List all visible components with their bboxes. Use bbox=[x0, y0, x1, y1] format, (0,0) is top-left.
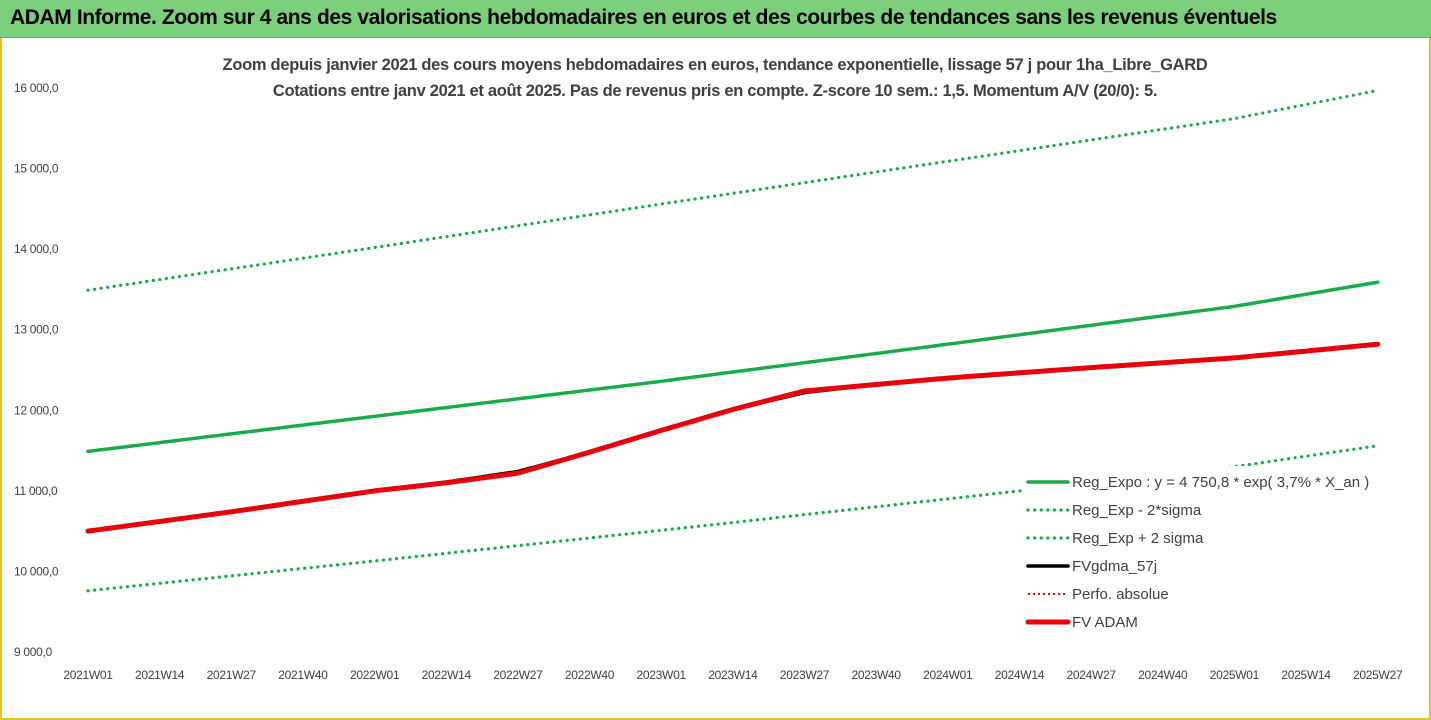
report-title: ADAM Informe. Zoom sur 4 ans des valoris… bbox=[10, 6, 1277, 29]
legend-label: FVgdma_57j bbox=[1072, 558, 1157, 575]
x-tick-label: 2025W01 bbox=[1210, 668, 1260, 682]
x-tick-label: 2021W01 bbox=[63, 668, 113, 682]
x-tick-label: 2021W40 bbox=[278, 668, 328, 682]
legend-label: Reg_Exp - 2*sigma bbox=[1072, 502, 1202, 519]
legend-label: FV ADAM bbox=[1072, 614, 1138, 631]
y-tick-label: 12 000,0 bbox=[14, 403, 59, 417]
legend-label: Perfo. absolue bbox=[1072, 586, 1169, 603]
x-tick-label: 2023W01 bbox=[637, 668, 687, 682]
y-tick-label: 10 000,0 bbox=[14, 564, 59, 578]
x-tick-label: 2022W01 bbox=[350, 668, 400, 682]
series-line-reg-exp-2-sigma bbox=[86, 88, 1380, 292]
y-tick-label: 14 000,0 bbox=[14, 242, 59, 256]
x-tick-label: 2021W14 bbox=[135, 668, 185, 682]
x-tick-label: 2022W27 bbox=[493, 668, 543, 682]
chart-title-line2: Cotations entre janv 2021 et août 2025. … bbox=[272, 82, 1158, 100]
x-tick-label: 2024W27 bbox=[1066, 668, 1116, 682]
chart-title-line1: Zoom depuis janvier 2021 des cours moyen… bbox=[222, 56, 1208, 74]
x-tick-label: 2023W40 bbox=[852, 668, 902, 682]
y-tick-label: 15 000,0 bbox=[14, 162, 59, 176]
legend: Reg_Expo : y = 4 750,8 * exp( 3,7% * X_a… bbox=[1024, 466, 1404, 638]
y-tick-label: 9 000,0 bbox=[14, 645, 53, 659]
legend-label: Reg_Expo : y = 4 750,8 * exp( 3,7% * X_a… bbox=[1072, 474, 1369, 491]
x-tick-label: 2021W27 bbox=[207, 668, 257, 682]
legend-background bbox=[1024, 466, 1404, 638]
x-tick-label: 2025W27 bbox=[1353, 668, 1403, 682]
x-tick-label: 2023W27 bbox=[780, 668, 830, 682]
x-tick-label: 2023W14 bbox=[708, 668, 758, 682]
x-tick-label: 2024W01 bbox=[923, 668, 973, 682]
series-line-reg-expo-y-4-750-8-exp-3-7-x-an bbox=[86, 280, 1380, 454]
chart-title: Zoom depuis janvier 2021 des cours moyen… bbox=[215, 52, 1215, 104]
y-axis: 9 000,0 10 000,0 11 000,0 12 000,0 13 000,0 1… bbox=[14, 81, 59, 659]
x-tick-label: 2022W14 bbox=[422, 668, 472, 682]
x-tick-label: 2024W40 bbox=[1138, 668, 1188, 682]
x-tick-label: 2025W14 bbox=[1281, 668, 1331, 682]
series-line-fv-adam bbox=[85, 341, 1381, 534]
y-tick-label: 16 000,0 bbox=[14, 81, 59, 95]
x-tick-label: 2022W40 bbox=[565, 668, 615, 682]
legend-label: Reg_Exp + 2 sigma bbox=[1072, 530, 1204, 547]
x-tick-label: 2024W14 bbox=[995, 668, 1045, 682]
report-banner: ADAM Informe. Zoom sur 4 ans des valoris… bbox=[0, 0, 1431, 38]
x-axis: 2021W01 2021W14 2021W27 2021W40 2022W01 2022W… bbox=[63, 668, 1403, 682]
y-tick-label: 11 000,0 bbox=[14, 484, 58, 498]
y-tick-label: 13 000,0 bbox=[14, 323, 59, 337]
